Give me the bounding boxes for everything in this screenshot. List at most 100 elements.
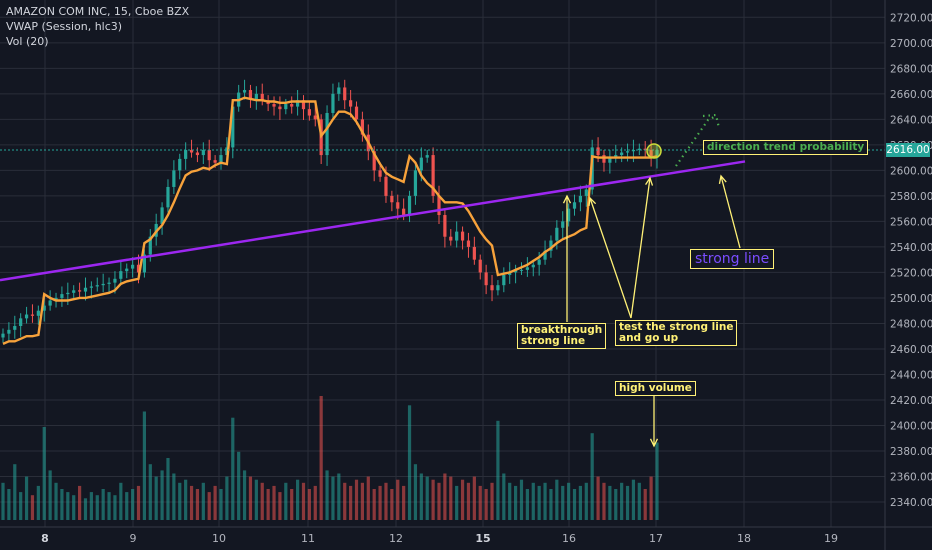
volume-bar [349, 485, 353, 520]
direction-annotation[interactable]: direction trend probability [703, 140, 869, 155]
candle-body [602, 155, 606, 163]
candle-body [113, 278, 117, 283]
volume-bar [213, 485, 217, 520]
volume-bar [466, 482, 471, 520]
candle-body [608, 157, 612, 163]
volume-bar [431, 479, 435, 520]
candle-body [77, 290, 82, 292]
volume-bar [584, 482, 588, 520]
y-tick-label: 2480.00 [890, 318, 932, 330]
volume-bar [290, 489, 294, 520]
volume-bar [101, 489, 105, 520]
candle-body [178, 158, 182, 171]
volume-bar [643, 489, 647, 520]
candle-body [83, 287, 88, 292]
candle-body [555, 227, 559, 241]
candle-body [184, 149, 188, 159]
strong-line-annotation[interactable]: strong line [690, 249, 775, 269]
candle-body [7, 329, 11, 334]
volume-bar [625, 485, 630, 520]
price-highlight-circle [646, 143, 662, 159]
volume-bar [178, 482, 182, 520]
candle-body [290, 104, 294, 107]
candle-body [360, 119, 365, 135]
y-tick-label: 2720.00 [890, 12, 932, 24]
x-tick-label: 17 [649, 532, 663, 545]
candle-body [231, 106, 235, 148]
volume-bar [154, 476, 158, 520]
volume-bar [508, 482, 512, 520]
volume-indicator-label[interactable]: Vol (20) [6, 35, 49, 48]
candle-body [596, 147, 600, 156]
candle-body [278, 106, 282, 110]
current-price-badge: 2616.00 [886, 142, 930, 157]
volume-bar [331, 476, 335, 520]
projection-arrow [675, 115, 717, 167]
candle-body [301, 100, 306, 110]
volume-bar [455, 485, 459, 520]
high-volume-arrow-head [649, 438, 659, 448]
candle-body [443, 215, 447, 237]
candle-body [349, 100, 353, 107]
volume-bar [490, 482, 494, 520]
volume-bar [42, 427, 46, 520]
volume-bar [125, 492, 129, 520]
candle-body [584, 189, 588, 196]
candle-body [496, 285, 500, 291]
candle-body [95, 285, 99, 287]
volume-bar [295, 479, 300, 520]
volume-bar [225, 476, 229, 520]
candle-body [625, 151, 630, 153]
candle-body [1, 333, 5, 338]
candle-body [195, 152, 200, 156]
volume-bar [572, 489, 577, 520]
candle-body [437, 195, 441, 216]
vwap-line [2, 96, 658, 345]
volume-bar [266, 489, 270, 520]
breakthrough-annotation[interactable]: breakthrough strong line [517, 323, 607, 349]
volume-bar [195, 489, 200, 520]
candle-body [620, 152, 624, 156]
candle-body [101, 283, 105, 286]
volume-bar [578, 485, 583, 520]
candle-body [537, 259, 541, 265]
candle-body [655, 149, 659, 158]
candle-body [272, 104, 276, 107]
volume-bar [237, 451, 241, 520]
x-tick-label: 9 [130, 532, 137, 545]
y-tick-label: 2560.00 [890, 216, 932, 228]
candle-body [402, 208, 406, 216]
volume-bar [360, 482, 365, 520]
volume-bar [7, 489, 11, 520]
symbol-title[interactable]: AMAZON COM INC, 15, Cboe BZX [6, 5, 190, 18]
volume-bar [66, 492, 70, 520]
breakthrough-arrow-head [562, 194, 572, 204]
vwap-indicator-label[interactable]: VWAP (Session, hlc3) [6, 20, 123, 33]
volume-bar [248, 476, 253, 520]
candle-body [484, 272, 488, 286]
x-tick-label: 15 [475, 532, 490, 545]
volume-bar [60, 489, 64, 520]
candle-body [549, 240, 553, 251]
y-tick-label: 2400.00 [890, 421, 932, 433]
x-tick-label: 12 [389, 532, 403, 545]
test-strong-line-annotation[interactable]: test the strong line and go up [615, 320, 738, 346]
y-tick-label: 2360.00 [890, 472, 932, 484]
high-volume-annotation[interactable]: high volume [615, 381, 696, 396]
volume-bar [166, 458, 170, 520]
volume-bar [437, 482, 441, 520]
test-arrow-left-head [588, 196, 597, 207]
candle-body [313, 115, 317, 120]
y-tick-label: 2460.00 [890, 344, 932, 356]
volume-bar [425, 476, 429, 520]
candle-body [125, 268, 129, 272]
candle-body [378, 170, 382, 177]
volume-bar [631, 479, 636, 520]
candle-body [131, 264, 135, 269]
volume-bar [567, 482, 571, 520]
volume-bar [48, 470, 52, 520]
volume-bar [83, 498, 88, 520]
volume-bar [354, 479, 359, 520]
candle-body [525, 267, 529, 270]
